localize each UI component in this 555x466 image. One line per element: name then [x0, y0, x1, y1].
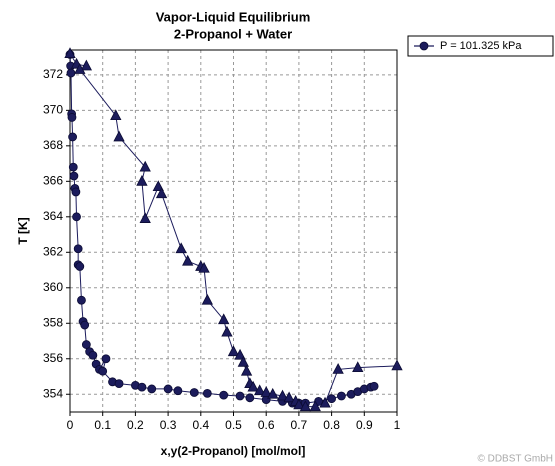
y-tick-label: 370	[43, 103, 63, 117]
circle-marker	[73, 244, 83, 254]
circle-marker	[77, 295, 86, 305]
triangle-marker	[80, 59, 93, 71]
triangle-marker	[352, 361, 364, 373]
x-tick-label: 0.6	[258, 418, 275, 432]
circle-marker	[72, 212, 81, 222]
circle-marker	[137, 382, 147, 392]
triangle-marker	[309, 400, 321, 412]
circle-marker	[98, 366, 108, 376]
circle-marker	[219, 390, 229, 400]
circle-marker	[245, 393, 255, 403]
x-tick-label: 0.9	[356, 418, 373, 432]
triangle-marker	[247, 380, 259, 392]
y-tick-label: 354	[43, 386, 63, 400]
x-tick-label: 0.8	[323, 418, 340, 432]
legend-box	[407, 35, 554, 57]
triangle-marker	[113, 130, 125, 142]
circle-marker	[67, 113, 77, 122]
y-tick-label: 362	[43, 244, 63, 258]
x-tick-label: 0.4	[192, 418, 209, 432]
triangle-marker	[234, 348, 246, 360]
triangle-marker	[267, 387, 279, 399]
legend-label: P = 101.325 kPa	[440, 40, 522, 52]
y-tick-label: 356	[43, 351, 63, 365]
circle-marker	[66, 68, 76, 78]
circle-marker	[81, 340, 91, 349]
circle-marker	[69, 171, 79, 181]
x-tick-label: 0.3	[160, 418, 177, 432]
y-tick-label: 364	[43, 209, 63, 223]
circle-marker	[147, 384, 157, 394]
circle-marker	[68, 162, 78, 172]
circle-marker	[369, 381, 379, 391]
triangle-marker	[139, 160, 151, 172]
x-tick-label: 0	[67, 418, 74, 432]
triangle-marker	[201, 293, 214, 305]
circle-marker	[75, 262, 85, 271]
y-tick-label: 360	[43, 280, 63, 294]
circle-marker	[101, 354, 111, 364]
circle-marker	[235, 391, 245, 401]
circle-marker	[189, 388, 199, 397]
triangle-marker	[221, 325, 233, 337]
triangle-marker	[110, 109, 122, 121]
triangle-marker	[319, 396, 331, 408]
triangle-marker	[283, 391, 295, 403]
triangle-marker	[227, 345, 240, 357]
triangle-marker	[139, 212, 151, 223]
triangle-marker	[260, 386, 272, 397]
triangle-marker	[391, 359, 403, 371]
chart-subtitle: 2-Propanol + Water	[174, 26, 292, 41]
x-tick-label: 0.1	[94, 418, 111, 432]
triangle-marker	[240, 364, 253, 376]
circle-marker	[202, 388, 212, 398]
triangle-marker	[64, 47, 76, 58]
triangle-marker	[152, 180, 164, 192]
y-tick-label: 366	[43, 173, 63, 187]
chart-title: Vapor-Liquid Equilibrium	[156, 9, 311, 24]
triangle-marker	[198, 261, 210, 273]
y-tick-label: 372	[43, 67, 63, 81]
circle-marker	[173, 386, 183, 396]
circle-marker	[327, 394, 337, 404]
circle-marker	[80, 320, 90, 330]
x-axis-label: x,y(2-Propanol) [mol/mol]	[161, 444, 306, 458]
triangle-marker	[182, 254, 194, 266]
watermark: © DDBST GmbH	[477, 454, 553, 465]
y-axis-label: T [K]	[16, 217, 30, 244]
triangle-marker	[293, 398, 305, 410]
triangle-marker	[155, 187, 168, 199]
triangle-marker	[136, 174, 148, 186]
circle-marker	[68, 132, 78, 142]
plot-frame	[69, 49, 398, 413]
x-tick-label: 1	[394, 418, 401, 432]
triangle-marker	[276, 389, 289, 401]
legend-marker	[419, 41, 429, 51]
y-tick-label: 368	[43, 138, 63, 152]
circle-marker	[71, 187, 81, 197]
triangle-marker	[253, 384, 266, 396]
x-tick-label: 0.5	[225, 418, 242, 432]
triangle-marker	[332, 363, 344, 374]
triangle-marker	[175, 242, 187, 254]
circle-marker	[88, 350, 98, 360]
circle-marker	[163, 384, 173, 394]
x-tick-label: 0.2	[127, 418, 144, 432]
triangle-marker	[237, 355, 249, 367]
triangle-marker	[218, 313, 230, 325]
circle-marker	[114, 379, 124, 389]
circle-marker	[337, 391, 346, 401]
x-tick-label: 0.7	[291, 418, 308, 432]
y-tick-label: 358	[43, 315, 63, 329]
triangle-marker	[299, 400, 312, 412]
triangle-marker	[74, 63, 86, 74]
